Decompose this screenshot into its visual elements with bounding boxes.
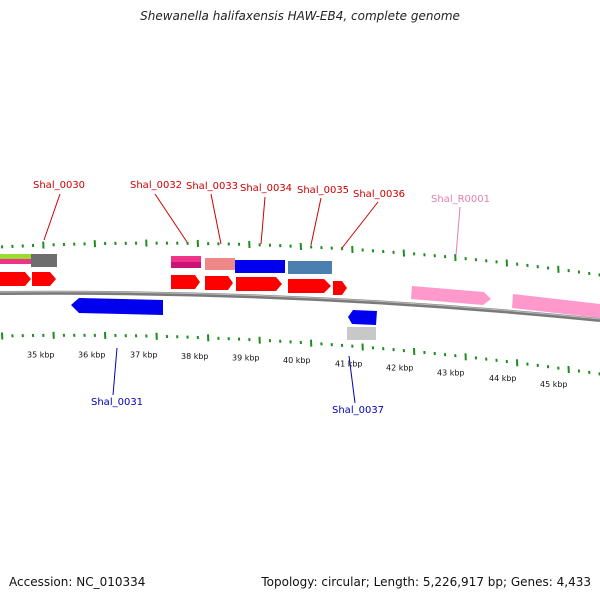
gene-label-shal-0031[interactable]: Shal_0031: [91, 397, 143, 408]
leader-line: [261, 197, 265, 244]
cog-block: [288, 261, 332, 274]
cds-arrow: [0, 272, 31, 286]
cds-arrow: [205, 276, 233, 290]
scale-label: 38 kbp: [181, 352, 209, 361]
scale-label: 44 kbp: [489, 374, 517, 383]
cds-arrow: [32, 272, 56, 286]
leader-line: [211, 194, 221, 244]
leader-line: [311, 198, 321, 245]
cog-block: [235, 260, 285, 273]
cog-block: [0, 259, 31, 264]
cog-block: [31, 254, 57, 267]
scale-label: 42 kbp: [386, 364, 414, 373]
leader-line: [113, 348, 117, 395]
scale-label: 35 kbp: [27, 351, 55, 360]
reverse-cds-track: [71, 298, 377, 340]
scale-label: 41 kbp: [335, 360, 363, 369]
cds-arrow: [333, 281, 347, 295]
gene-label-shal-r0001[interactable]: Shal_R0001: [431, 194, 490, 205]
map-title: Shewanella halifaxensis HAW-EB4, complet…: [0, 9, 600, 23]
cog-track-upper: [0, 254, 332, 274]
cog-block: [347, 327, 376, 340]
leader-line: [155, 194, 187, 242]
leader-line: [342, 202, 378, 248]
cog-block: [205, 258, 235, 270]
scale-label: 40 kbp: [283, 356, 311, 365]
scale-label: 36 kbp: [78, 350, 106, 359]
gene-label-shal-0037[interactable]: Shal_0037: [332, 405, 384, 416]
accession-label: Accession: NC_010334: [9, 575, 145, 589]
leader-line: [44, 194, 60, 240]
scale-label: 43 kbp: [437, 368, 465, 377]
gene-label-shal-0035[interactable]: Shal_0035: [297, 185, 349, 196]
cds-arrow: [236, 277, 282, 291]
scale-label: 39 kbp: [232, 354, 260, 363]
rrna-arrow: [411, 286, 491, 305]
cds-arrow: [171, 275, 200, 289]
scale-label: 37 kbp: [130, 351, 158, 360]
cds-arrow: [288, 279, 331, 293]
gene-label-shal-0033[interactable]: Shal_0033: [186, 181, 238, 192]
scale-label: 45 kbp: [540, 380, 568, 389]
cog-block: [171, 262, 201, 268]
cds-arrow-reverse: [71, 298, 163, 315]
gene-label-shal-0032[interactable]: Shal_0032: [130, 180, 182, 191]
gene-label-shal-0036[interactable]: Shal_0036: [353, 189, 405, 200]
leader-line: [456, 207, 460, 255]
gene-label-shal-0030[interactable]: Shal_0030: [33, 180, 85, 191]
scale-labels: 35 kbp 36 kbp 37 kbp 38 kbp 39 kbp 40 kbp 41 k…: [27, 350, 568, 389]
topology-label: Topology: circular; Length: 5,226,917 bp…: [261, 575, 591, 589]
cog-block: [0, 254, 31, 259]
gene-label-shal-0034[interactable]: Shal_0034: [240, 183, 292, 194]
cds-arrow-reverse: [348, 310, 377, 325]
cog-block: [171, 256, 201, 262]
